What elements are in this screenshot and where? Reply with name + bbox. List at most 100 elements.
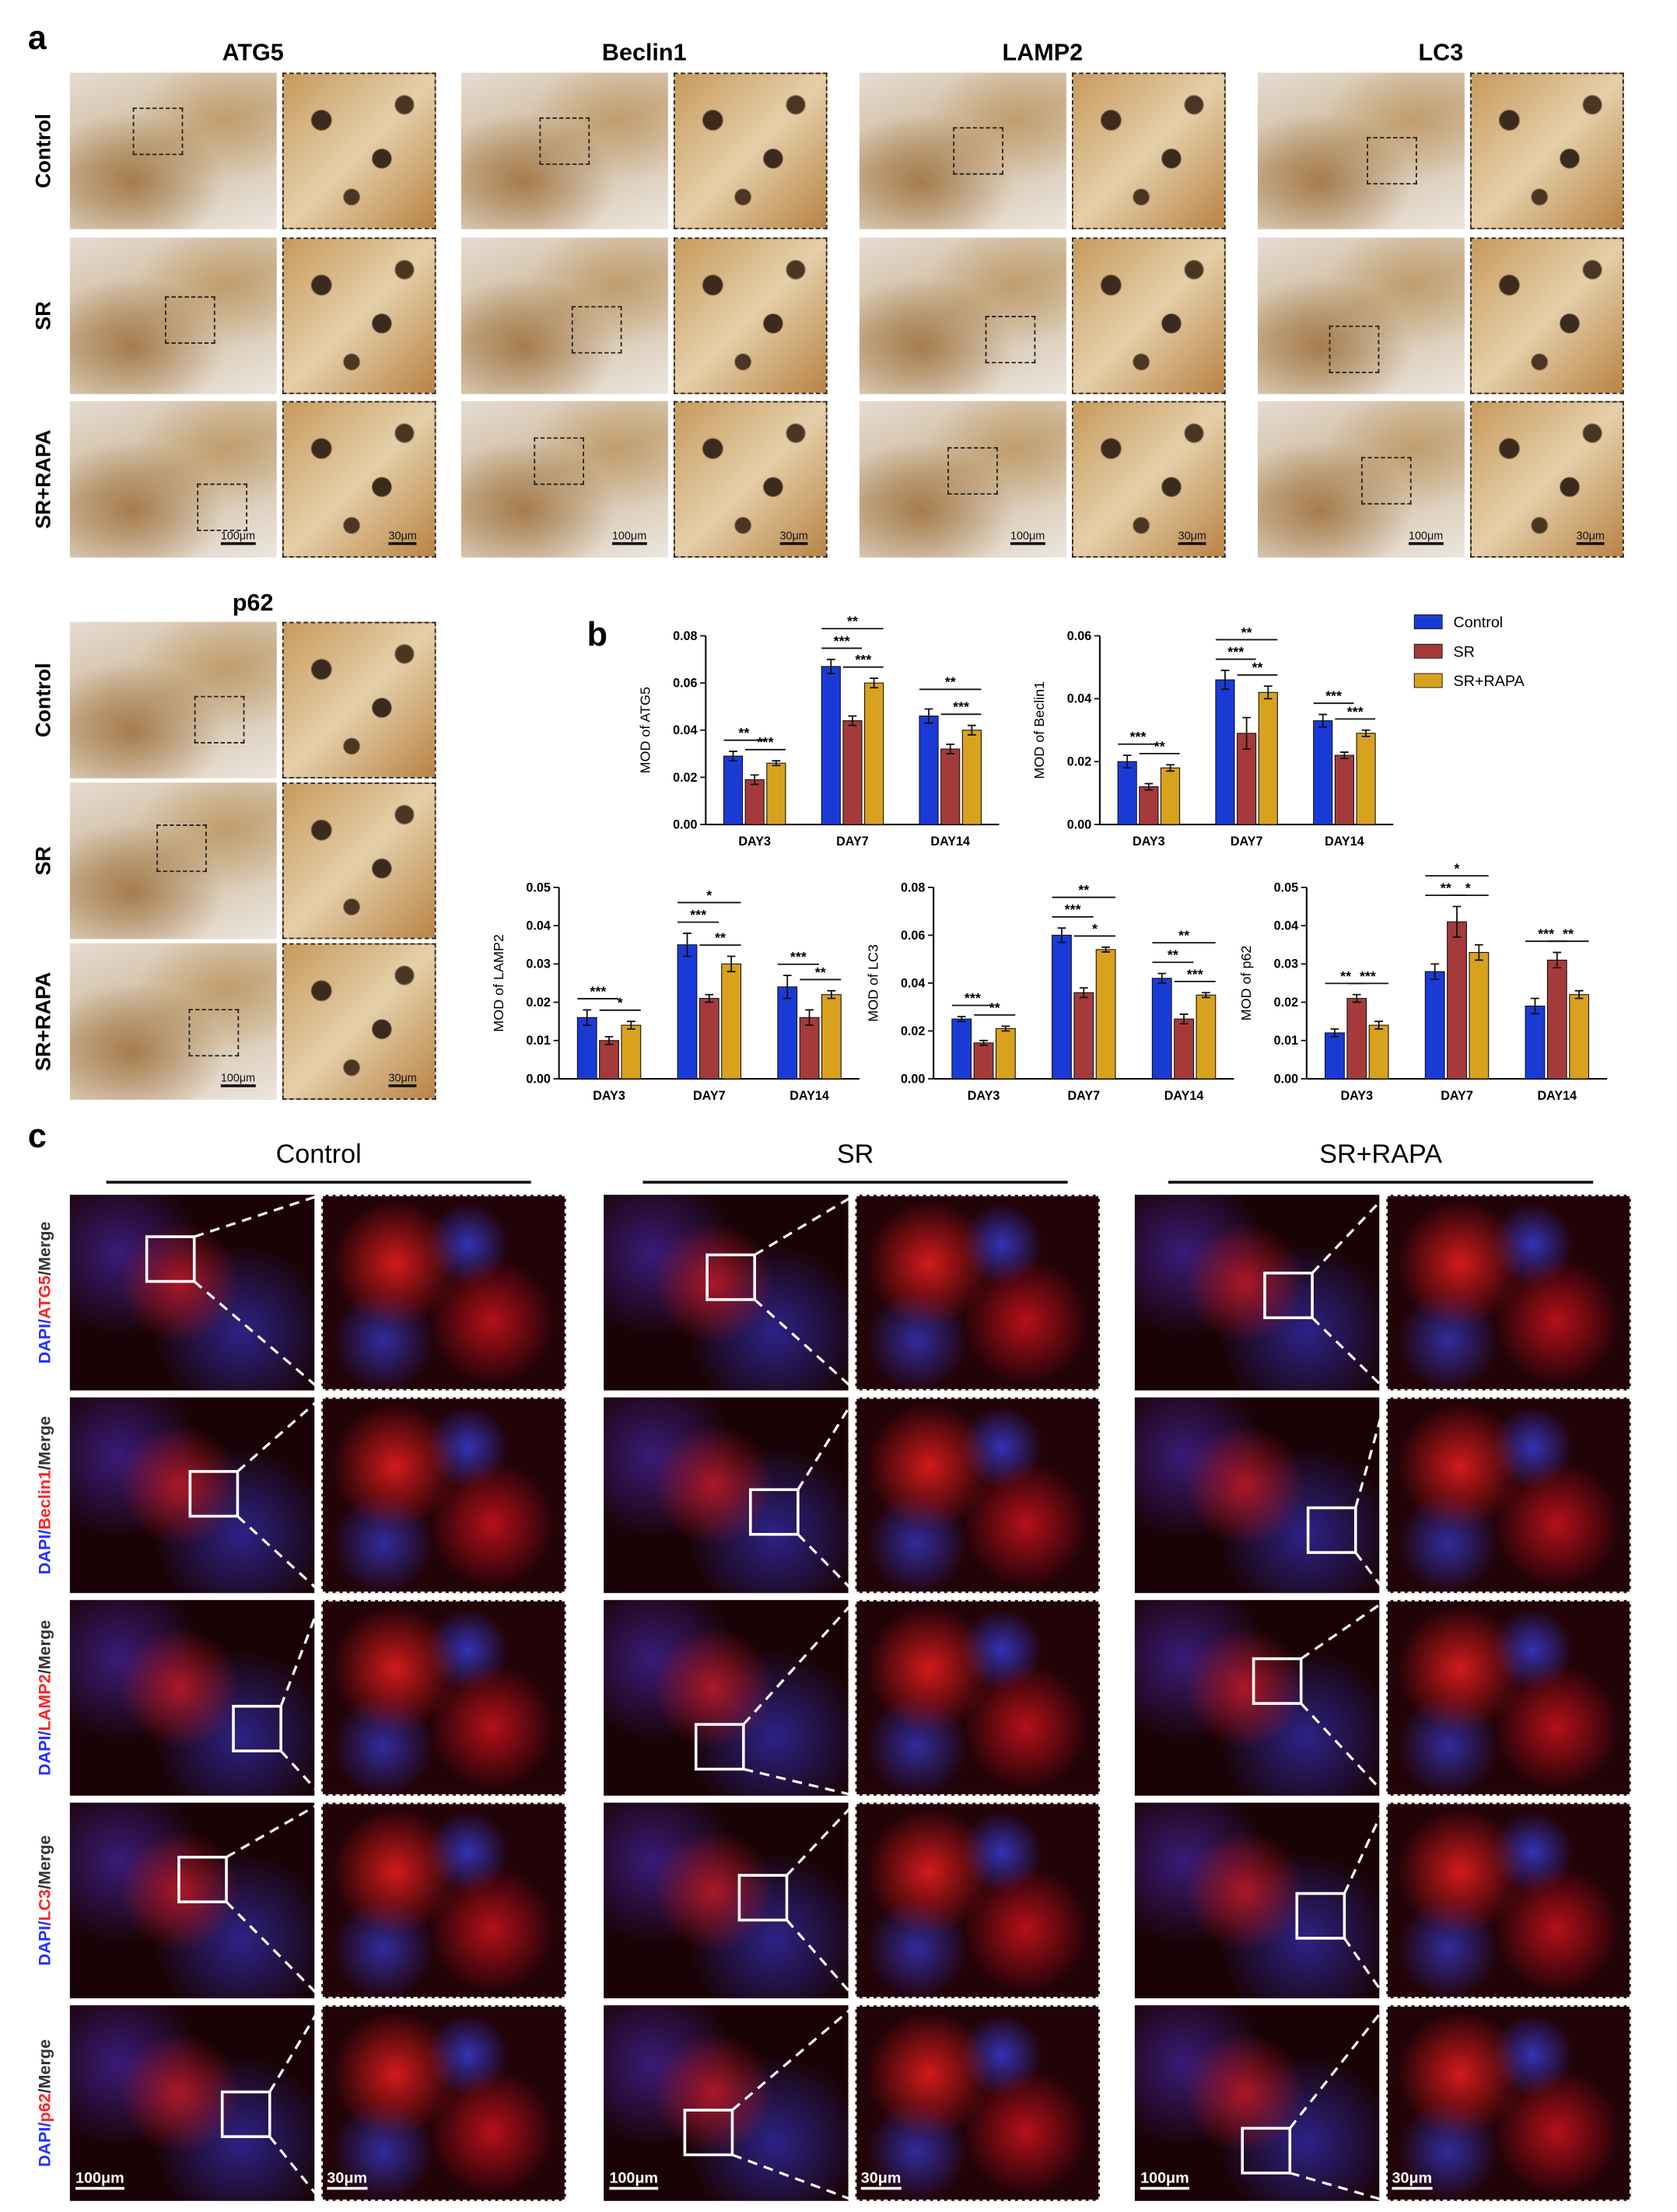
zoom-guide [236, 1396, 323, 1473]
bar [1052, 934, 1072, 1080]
y-tick-label: 0.01 [526, 1034, 550, 1048]
column-title: Control [275, 1140, 362, 1170]
column-title: SR [836, 1140, 874, 1170]
zoom-box [156, 824, 207, 873]
error-bar [1122, 754, 1132, 769]
error-bar [1318, 713, 1328, 728]
error-bar [729, 751, 737, 762]
y-tick-label: 0.04 [901, 976, 925, 990]
bar [821, 994, 842, 1080]
bar [864, 682, 884, 825]
y-tick-label: 0.04 [673, 723, 697, 737]
scale-bar-label: 100μm [220, 1072, 256, 1087]
zoom-guide [731, 2153, 856, 2203]
zoom-box [953, 127, 1004, 175]
ihc-overview [460, 72, 668, 229]
error-bar [957, 1016, 966, 1023]
if-overview [604, 2005, 849, 2201]
zoom-box [1241, 2126, 1292, 2175]
zoom-box [749, 1488, 800, 1536]
zoom-guide [279, 1750, 323, 1797]
if-overview [69, 1195, 315, 1391]
if-overview [69, 1600, 315, 1796]
x-tick-label: DAY7 [1068, 1089, 1101, 1103]
bar [842, 720, 863, 825]
y-tick-label: 0.00 [901, 1072, 925, 1086]
y-tick-label: 0.04 [526, 919, 550, 933]
bar [723, 755, 744, 825]
ihc-zoom [282, 237, 436, 394]
zoom-box [571, 306, 622, 354]
scale-bar-label: 100μm [1140, 2170, 1189, 2190]
x-tick-label: DAY14 [1164, 1089, 1204, 1103]
error-bar [1361, 729, 1371, 737]
ihc-zoom [1470, 237, 1624, 394]
bar [1313, 720, 1333, 825]
error-bar [1079, 987, 1088, 999]
ihc-zoom [1072, 401, 1226, 558]
if-overview [1134, 1600, 1380, 1796]
bar [1139, 786, 1159, 825]
bar [1447, 921, 1467, 1080]
error-bar [1101, 946, 1111, 953]
significance-label: ** [1154, 738, 1165, 754]
zoom-box [194, 695, 245, 744]
bar [698, 998, 719, 1080]
significance-label: *** [590, 983, 606, 999]
zoom-guide [1289, 2172, 1387, 2203]
bar [1215, 679, 1235, 825]
if-overview [604, 1195, 849, 1391]
error-bar [1474, 943, 1483, 961]
bar [1196, 994, 1217, 1080]
ihc-overview [69, 72, 277, 229]
ihc-zoom [673, 401, 828, 558]
significance-label: *** [1187, 966, 1203, 982]
scale-bar-label: 30μm [388, 1072, 417, 1087]
zoom-box [1263, 1271, 1314, 1320]
x-tick-label: DAY3 [593, 1089, 625, 1103]
zoom-guide [1300, 1703, 1388, 1797]
marker-title: p62 [232, 590, 274, 617]
legend-label: SR+RAPA [1454, 673, 1525, 690]
error-bar [1553, 951, 1562, 969]
zoom-box [534, 437, 585, 485]
y-tick-label: 0.00 [673, 817, 697, 831]
zoom-guide [1300, 1598, 1388, 1660]
significance-label: *** [1347, 704, 1364, 719]
bar [1346, 998, 1367, 1080]
error-bar [1263, 685, 1273, 700]
ihc-zoom [1072, 237, 1226, 394]
significance-label: *** [965, 990, 981, 1006]
significance-label: ** [1178, 928, 1189, 943]
significance-label: *** [790, 949, 807, 964]
if-zoom [1386, 1397, 1631, 1594]
bar [621, 1024, 642, 1080]
scale-bar-label: 30μm [388, 530, 417, 545]
error-bar [1374, 1020, 1383, 1030]
bar [721, 963, 742, 1080]
if-zoom [1386, 1195, 1631, 1391]
column-title: SR+RAPA [1319, 1140, 1442, 1170]
significance-label: ** [945, 674, 956, 690]
bar [1174, 1018, 1194, 1080]
zoom-guide [786, 1919, 856, 2000]
bar [1356, 733, 1376, 825]
error-bar [1220, 670, 1230, 691]
y-tick-label: 0.02 [673, 771, 697, 785]
error-bar [782, 975, 792, 999]
legend-swatch [1413, 643, 1443, 659]
error-bar [1057, 927, 1066, 943]
error-bar [1202, 992, 1210, 999]
if-zoom [321, 1600, 566, 1796]
y-tick-label: 0.04 [1274, 919, 1298, 933]
ihc-zoom [282, 621, 436, 779]
zoom-guide [1343, 1802, 1388, 1895]
ihc-overview [69, 401, 277, 558]
ihc-zoom [673, 237, 828, 394]
y-tick-label: 0.03 [1274, 957, 1298, 971]
zoom-guide [754, 1298, 856, 1391]
error-bar [1574, 989, 1584, 999]
zoom-guide [194, 1193, 322, 1238]
scale-bar-label: 100μm [611, 530, 647, 545]
if-overview [1134, 1397, 1380, 1594]
